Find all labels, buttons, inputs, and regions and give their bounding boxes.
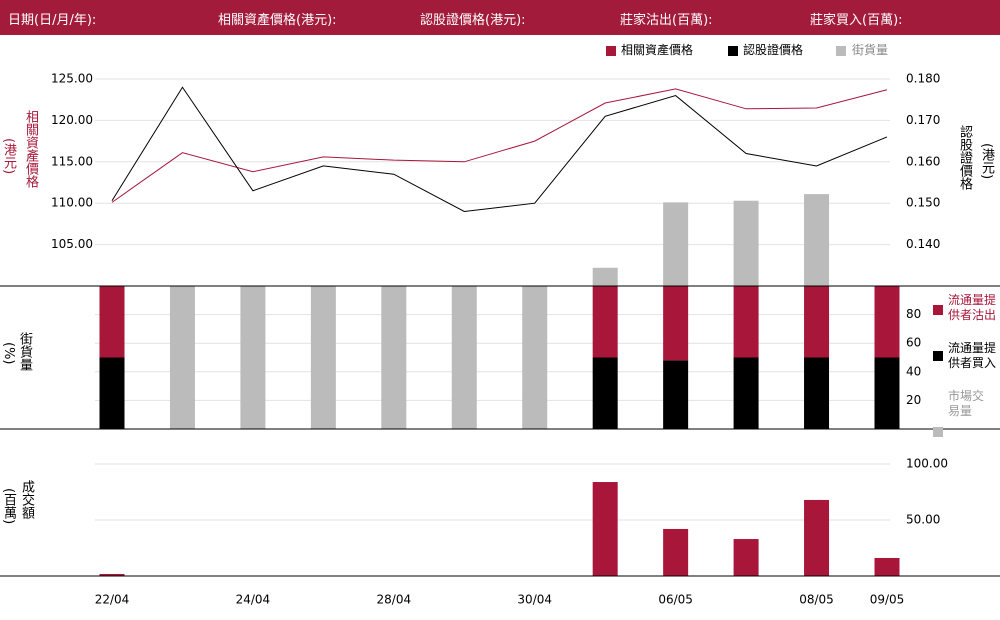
x-tick-label: 09/05 <box>870 593 905 607</box>
bar <box>804 499 830 576</box>
bar-segment <box>381 286 407 429</box>
bar <box>99 573 125 576</box>
y-axis-unit: (%) <box>1 342 16 365</box>
legend-swatch <box>836 46 846 56</box>
legend-swatch <box>933 305 943 315</box>
bar <box>663 528 689 576</box>
legend-label: 流通量提供者買入 <box>948 341 997 370</box>
bar-segment <box>240 286 266 429</box>
bar-segment <box>310 286 336 429</box>
header-bar: 日期(日/月/年): 相關資產價格(港元): 認股證價格(港元): 莊家沽出(百… <box>0 0 1000 35</box>
bar <box>733 539 759 576</box>
legend-label: 街貨量 <box>852 43 889 57</box>
y2-axis-unit: (港元) <box>979 143 994 180</box>
x-tick-label: 30/04 <box>517 593 552 607</box>
bar <box>804 194 830 286</box>
y2-axis-label: 認股證價格 <box>957 125 972 190</box>
x-tick-label: 06/05 <box>658 593 693 607</box>
tick-label: 110.00 <box>51 196 93 210</box>
header-field: 認股證價格(港元): <box>420 13 526 28</box>
legend-label: 流通量提供者沽出 <box>948 293 997 322</box>
x-tick-label: 24/04 <box>236 593 271 607</box>
bar-segment <box>733 357 759 429</box>
header-field: 相關資產價格(港元): <box>218 13 337 28</box>
y-axis-label: 相關資產價格 <box>23 110 38 188</box>
legend-swatch <box>933 427 943 437</box>
y-axis-unit: (港元) <box>1 138 16 175</box>
x-tick-label: 08/05 <box>799 593 834 607</box>
y-axis-label: 成交額 <box>19 480 34 519</box>
bar-segment <box>733 286 759 358</box>
y-axis-label: 街貨量 <box>17 332 32 371</box>
tick-label: 50.00 <box>906 513 940 527</box>
tick-label: 0.150 <box>906 196 940 210</box>
legend-label: 相關資產價格 <box>621 43 694 57</box>
tick-label: 0.160 <box>906 154 940 168</box>
bar-segment <box>451 286 477 429</box>
bar-segment <box>592 357 618 429</box>
tick-label: 120.00 <box>51 113 93 127</box>
tick-label: 20 <box>906 393 921 407</box>
tick-label: 105.00 <box>51 237 93 251</box>
legend-swatch <box>728 46 738 56</box>
bar-segment <box>663 286 689 361</box>
bar <box>592 482 618 576</box>
line <box>111 88 888 203</box>
tick-label: 0.170 <box>906 113 940 127</box>
header-field: 莊家沽出(百萬): <box>620 13 713 28</box>
bar-segment <box>592 286 618 358</box>
tick-label: 0.180 <box>906 72 940 86</box>
legend-swatch <box>606 46 616 56</box>
tick-label: 60 <box>906 336 921 350</box>
header-field: 日期(日/月/年): <box>8 13 97 28</box>
bar-segment <box>169 286 195 429</box>
tick-label: 0.140 <box>906 237 940 251</box>
bar <box>592 267 618 286</box>
tick-label: 125.00 <box>51 72 93 86</box>
bar <box>874 557 900 576</box>
x-tick-label: 22/04 <box>95 593 130 607</box>
bar-segment <box>99 286 125 358</box>
bar <box>663 202 689 286</box>
tick-label: 115.00 <box>51 154 93 168</box>
header-field: 莊家買入(百萬): <box>810 13 903 28</box>
legend-swatch <box>933 351 943 361</box>
x-tick-label: 28/04 <box>377 593 412 607</box>
bar <box>733 200 759 286</box>
bar-segment <box>804 357 830 429</box>
tick-label: 80 <box>906 307 921 321</box>
bar-segment <box>874 357 900 429</box>
y-axis-unit: (百萬) <box>1 488 16 525</box>
line <box>111 86 888 212</box>
bar-segment <box>663 360 689 429</box>
bar-segment <box>522 286 548 429</box>
bar-segment <box>874 286 900 358</box>
bar-segment <box>804 286 830 358</box>
legend-label: 認股證價格 <box>743 43 804 57</box>
bar-segment <box>99 357 125 429</box>
tick-label: 100.00 <box>906 457 948 471</box>
legend-label: 市場交易量 <box>948 389 985 418</box>
tick-label: 40 <box>906 364 921 378</box>
